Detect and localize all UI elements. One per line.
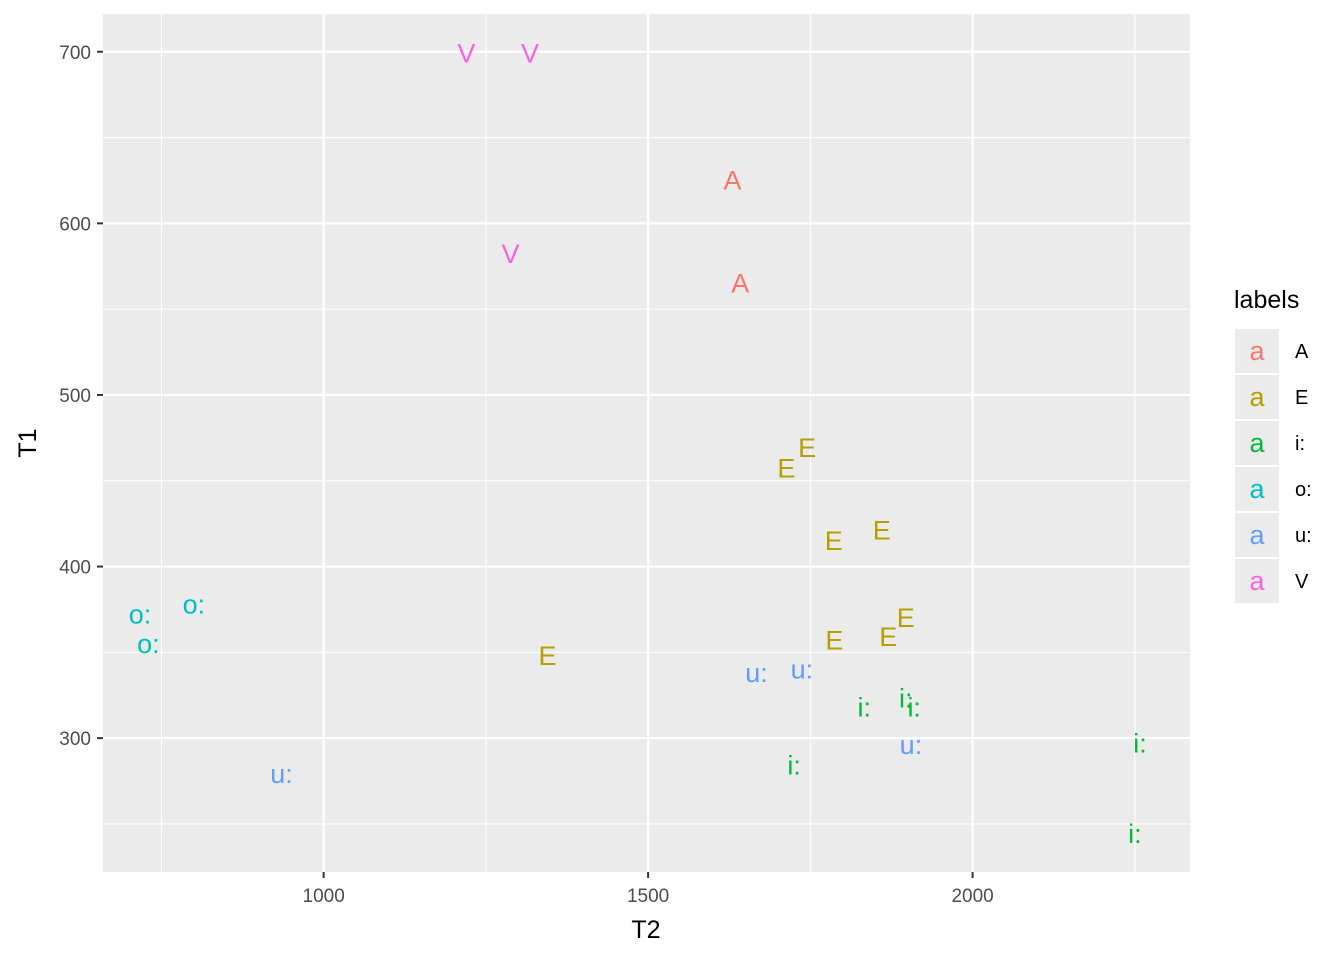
legend-label: u: [1295,525,1312,547]
x-tick-label: 1000 [303,886,345,907]
legend-key-glyph: a [1249,566,1265,596]
legend: labels a Aa Ea i: a o: a u: a V [1234,286,1312,603]
y-axis-title: T1 [14,428,42,457]
point-label: E [873,516,891,546]
legend-items: a Aa Ea i: a o: a u: a V [1235,329,1312,603]
x-tick-label: 2000 [951,886,993,907]
point-label: A [723,165,741,195]
legend-key-glyph: a [1249,474,1265,504]
legend-label: i: [1295,433,1305,455]
legend-key-glyph: a [1249,336,1265,366]
point-label: V [502,239,520,269]
point-label: u: [745,658,768,688]
point-label: u: [791,655,814,685]
legend-key-glyph: a [1249,382,1265,412]
x-axis-title: T2 [631,916,660,944]
point-label: i: [907,692,921,722]
point-label: V [457,38,475,68]
legend-label: A [1295,341,1309,363]
point-label: E [825,526,843,556]
point-label: i: [857,692,871,722]
point-label: i: [787,751,801,781]
point-label: i: [1133,728,1147,758]
point-label: o: [137,629,160,659]
point-label: E [539,641,557,671]
point-label: i: [899,684,913,714]
y-tick-label: 400 [59,558,91,579]
legend-label: V [1295,571,1309,593]
legend-label: E [1295,387,1308,409]
point-label: o: [183,589,206,619]
legend-key-glyph: a [1249,428,1265,458]
legend-key [1235,329,1279,373]
y-tick-label: 500 [59,386,91,407]
y-tick-label: 600 [59,214,91,235]
point-label: E [879,622,897,652]
legend-key [1235,467,1279,511]
legend-key-glyph: a [1249,520,1265,550]
point-label: V [521,38,539,68]
legend-title: labels [1234,286,1299,314]
y-tick-label: 300 [59,729,91,750]
point-label: A [731,268,749,298]
legend-label: o: [1295,479,1312,501]
point-label: o: [129,600,152,630]
point-label: u: [270,759,293,789]
legend-key [1235,421,1279,465]
point-label: E [825,625,843,655]
point-label: E [897,603,915,633]
plot-panel [103,14,1190,872]
point-label: i: [1128,819,1142,849]
y-tick-label: 700 [59,43,91,64]
x-tick-label: 1500 [627,886,669,907]
x-axis: 1000 1500 2000 [303,872,994,907]
point-label: E [777,454,795,484]
grid-major [103,14,1190,872]
y-axis: 300 400 500 600 700 [59,43,103,750]
point-label: E [798,433,816,463]
grid-minor [103,14,1190,872]
legend-key [1235,559,1279,603]
legend-key [1235,513,1279,557]
point-label: u: [900,730,923,760]
legend-key [1235,375,1279,419]
